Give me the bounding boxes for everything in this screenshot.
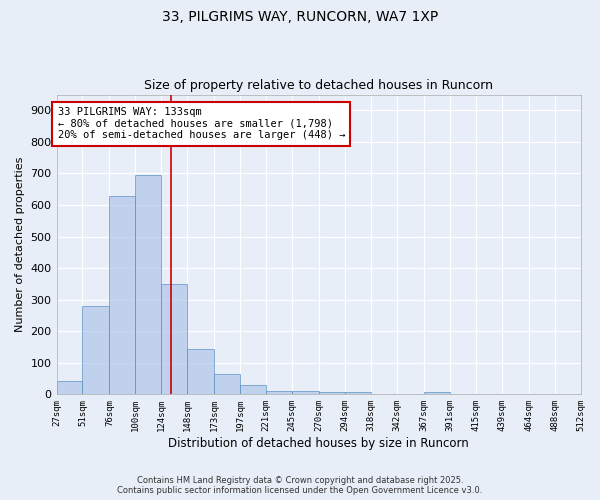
Title: Size of property relative to detached houses in Runcorn: Size of property relative to detached ho… <box>144 79 493 92</box>
Bar <box>82 306 109 394</box>
Bar <box>187 348 214 395</box>
X-axis label: Distribution of detached houses by size in Runcorn: Distribution of detached houses by size … <box>168 437 469 450</box>
Text: 33 PILGRIMS WAY: 133sqm
← 80% of detached houses are smaller (1,798)
20% of semi: 33 PILGRIMS WAY: 133sqm ← 80% of detache… <box>58 107 345 140</box>
Bar <box>345 392 371 394</box>
Bar <box>136 175 161 394</box>
Bar <box>109 196 136 394</box>
Bar <box>424 392 450 394</box>
Text: 33, PILGRIMS WAY, RUNCORN, WA7 1XP: 33, PILGRIMS WAY, RUNCORN, WA7 1XP <box>162 10 438 24</box>
Bar <box>56 381 82 394</box>
Bar <box>266 390 292 394</box>
Y-axis label: Number of detached properties: Number of detached properties <box>15 157 25 332</box>
Bar <box>214 374 240 394</box>
Bar <box>292 391 319 394</box>
Bar <box>240 385 266 394</box>
Bar <box>161 284 187 395</box>
Bar <box>319 392 345 394</box>
Text: Contains HM Land Registry data © Crown copyright and database right 2025.
Contai: Contains HM Land Registry data © Crown c… <box>118 476 482 495</box>
